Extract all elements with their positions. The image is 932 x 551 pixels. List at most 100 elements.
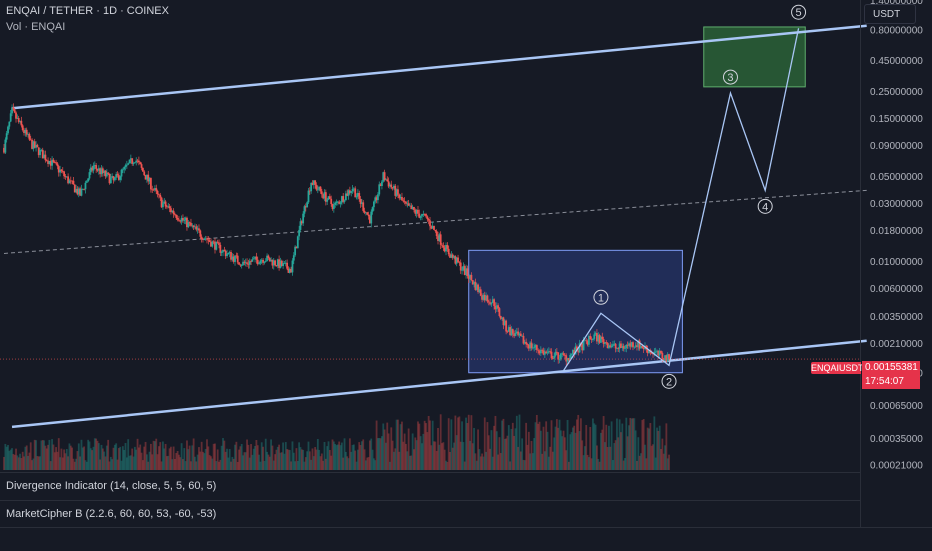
candle-body (510, 329, 513, 336)
candle-body (554, 351, 557, 356)
volume-bar (111, 459, 114, 470)
price-axis-border (860, 0, 861, 550)
candle-body (377, 194, 379, 201)
volume-bar (518, 414, 521, 470)
candle-body (365, 212, 367, 214)
candle-body (379, 184, 382, 186)
wave-label-circle (791, 4, 807, 20)
volume-bar (330, 455, 333, 470)
candle-body (211, 241, 214, 247)
wave-label: 3 (727, 72, 733, 84)
volume-bar (290, 461, 293, 470)
volume-bar (541, 453, 544, 470)
candle-body (499, 316, 502, 319)
candle-body (494, 305, 497, 310)
volume-bar (379, 438, 382, 470)
volume-bar (45, 448, 48, 470)
candle-body (546, 352, 549, 354)
candle-body (291, 260, 294, 273)
volume-bar (49, 461, 52, 470)
candle-body (668, 354, 670, 360)
volume-bar (300, 449, 303, 470)
volume-bar (624, 458, 626, 470)
candle-body (435, 231, 438, 237)
candle-body (442, 245, 445, 248)
volume-bar (124, 443, 127, 470)
candle-body (254, 256, 256, 259)
candle-body (498, 308, 501, 317)
candle-body (202, 239, 204, 240)
candle-body (600, 336, 602, 343)
candle-body (457, 257, 459, 263)
candle-body (131, 158, 134, 164)
volume-bar (239, 446, 242, 470)
candle-body (423, 214, 426, 215)
y-tick-label: 0.00035000 (870, 434, 923, 445)
volume-bar (128, 455, 131, 470)
time-axis[interactable] (0, 527, 932, 551)
volume-bar (125, 457, 128, 470)
divergence-indicator-pane[interactable]: Divergence Indicator (14, close, 5, 5, 6… (0, 472, 860, 500)
candle-body (363, 210, 366, 213)
volume-bar (442, 442, 445, 470)
volume-bar (553, 437, 556, 470)
candle-body (578, 343, 581, 353)
volume-bar (478, 449, 481, 470)
candle-body (238, 262, 240, 265)
volume-bar (63, 449, 65, 470)
candle-body (632, 342, 634, 348)
candle-body (208, 240, 211, 242)
last-price-tag: 0.00155381 (862, 361, 920, 375)
candle-body (454, 256, 457, 264)
volume-bar (218, 461, 220, 470)
volume-bar (497, 454, 500, 470)
volume-bar (160, 461, 163, 470)
candle-body (545, 351, 548, 354)
candle-body (215, 241, 218, 250)
marketcipher-pane[interactable]: MarketCipher B (2.2.6, 60, 60, 53, -60, … (0, 500, 860, 527)
volume-bar (40, 440, 43, 470)
candle-body (509, 327, 512, 336)
candle-body (397, 189, 399, 195)
y-tick-label: 0.01800000 (870, 226, 923, 237)
candle-body (638, 340, 641, 349)
volume-bar (19, 453, 21, 470)
volume-bar (506, 435, 509, 470)
volume-bar (402, 441, 405, 470)
candle-body (431, 225, 434, 229)
volume-bar (622, 460, 625, 470)
volume-bar (137, 447, 140, 470)
volume-bar (8, 450, 11, 470)
volume-bar (143, 446, 146, 470)
volume-bar (417, 421, 419, 470)
candle-body (69, 180, 72, 182)
volume-bar (515, 415, 518, 470)
volume-bar (657, 430, 660, 470)
candle-body (101, 168, 104, 173)
volume-bar (463, 461, 466, 470)
candle-body (654, 351, 657, 353)
volume-bar (155, 438, 158, 470)
candle-body (338, 201, 341, 204)
volume-bar (660, 449, 662, 470)
candle-body (244, 262, 247, 264)
candle-body (4, 139, 7, 153)
candle-body (567, 358, 570, 361)
candle-body (352, 188, 355, 190)
volume-bar (267, 454, 270, 470)
channel-upper-line (11, 24, 867, 110)
currency-button[interactable]: USDT (864, 4, 916, 24)
y-tick-label: 0.00600000 (870, 284, 923, 295)
volume-bar (170, 446, 172, 470)
volume-bar (326, 446, 329, 470)
candle-body (278, 259, 280, 268)
volume-bar (28, 452, 31, 470)
volume-bar (596, 445, 598, 470)
volume-bar (222, 438, 224, 470)
volume-bar (373, 458, 375, 470)
candle-body (426, 216, 429, 220)
candle-body (316, 189, 319, 191)
volume-bar (260, 442, 263, 470)
candle-body (507, 327, 510, 332)
